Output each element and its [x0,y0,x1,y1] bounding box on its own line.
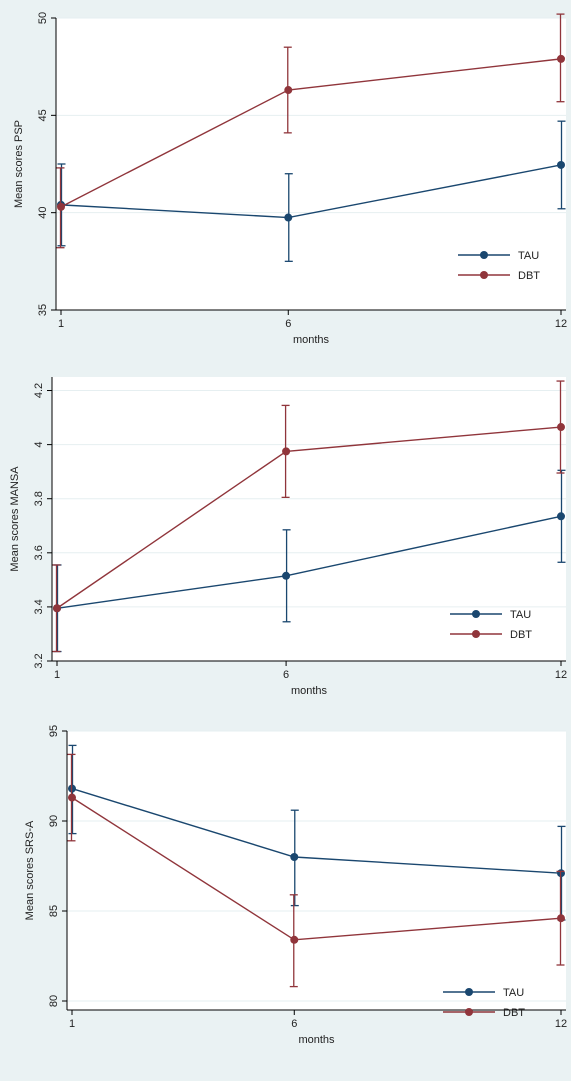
legend-label-dbt: DBT [518,270,540,282]
plot-area [56,18,566,310]
y-tick-label-5: 4.2 [33,383,45,398]
data-point-tau-1 [290,853,299,861]
y-tick-label-0: 35 [37,304,49,316]
y-tick-label-1: 40 [37,207,49,219]
legend-label-tau: TAU [518,250,539,262]
chart-panel-srsa: 80 85 90 95 1 6 12 months Mean scores SRS-A TAU DB… [0,709,571,1081]
data-point-dbt-0 [68,793,76,802]
data-point-dbt-0 [57,202,65,211]
data-point-dbt-2 [557,54,565,63]
y-tick-label-2: 3.6 [33,545,45,560]
y-axis-title: Mean scores SRS-A [24,820,36,920]
legend-label-dbt: DBT [510,629,532,641]
y-axis-title: Mean scores PSP [13,120,25,208]
series-dbt [56,13,565,249]
y-axis-title: Mean scores MANSA [9,466,21,572]
data-point-dbt-0 [53,604,61,613]
plot-area [67,731,566,1010]
legend-marker-tau [465,988,473,996]
data-point-dbt-1 [284,86,293,95]
x-tick-label-2: 12 [555,318,567,330]
data-point-tau-1 [284,213,293,222]
y-tick-label-2: 45 [37,109,49,121]
legend-marker-dbt [465,1008,473,1016]
legend: TAU DBT [458,250,540,282]
y-tick-label-3: 50 [37,12,49,24]
legend-marker-dbt [472,630,480,638]
legend: TAU DBT [450,609,532,641]
series-dbt [67,753,565,988]
data-point-dbt-2 [557,423,565,432]
y-tick-label-3: 3.8 [33,491,45,506]
series-dbt [52,380,565,653]
y-tick-label-2: 90 [48,815,60,827]
y-tick-label-4: 4 [33,442,45,448]
data-point-dbt-1 [290,935,299,944]
chart-srsa-svg: 80 85 90 95 1 6 12 months Mean scores SRS-A TAU DB… [0,709,571,1081]
chart-panel-psp: 35 40 45 50 1 6 12 months Mean scores PSP TAU DBT [0,0,571,356]
legend-marker-tau [480,251,488,259]
chart-mansa-svg: 3.2 3.4 3.6 3.8 4 4.2 1 6 12 months Mean scores MA… [0,356,571,709]
chart-psp-svg: 35 40 45 50 1 6 12 months Mean scores PSP TAU DBT [0,0,571,356]
legend-marker-dbt [480,271,488,279]
plot-area [52,377,566,661]
gridlines [67,730,566,1002]
data-point-tau-1 [282,571,291,580]
chart-panel-mansa: 3.2 3.4 3.6 3.8 4 4.2 1 6 12 months Mean scores MA… [0,356,571,709]
x-tick-label-1: 6 [283,669,289,681]
data-point-dbt-1 [282,447,291,456]
y-tick-label-0: 80 [48,995,60,1007]
x-axis-title: months [293,334,330,346]
x-tick-label-0: 1 [58,318,64,330]
x-axis-title: months [291,685,328,697]
legend-label-tau: TAU [510,609,531,621]
legend: TAU DBT [443,987,525,1019]
x-tick-label-0: 1 [54,669,60,681]
x-tick-label-1: 6 [291,1018,297,1030]
y-tick-label-1: 85 [48,905,60,917]
y-tick-label-3: 95 [48,725,60,737]
data-point-tau-2 [557,160,565,169]
series-tau [53,469,566,653]
legend-label-dbt: DBT [503,1007,525,1019]
x-tick-label-2: 12 [555,669,567,681]
x-tick-label-2: 12 [555,1018,567,1030]
data-point-tau-2 [557,512,565,521]
y-tick-label-1: 3.4 [33,599,45,614]
legend-label-tau: TAU [503,987,524,999]
data-point-dbt-2 [557,914,565,923]
legend-marker-tau [472,610,480,618]
x-tick-label-0: 1 [69,1018,75,1030]
y-tick-label-0: 3.2 [33,653,45,668]
x-axis-title: months [298,1034,335,1046]
x-tick-label-1: 6 [285,318,291,330]
